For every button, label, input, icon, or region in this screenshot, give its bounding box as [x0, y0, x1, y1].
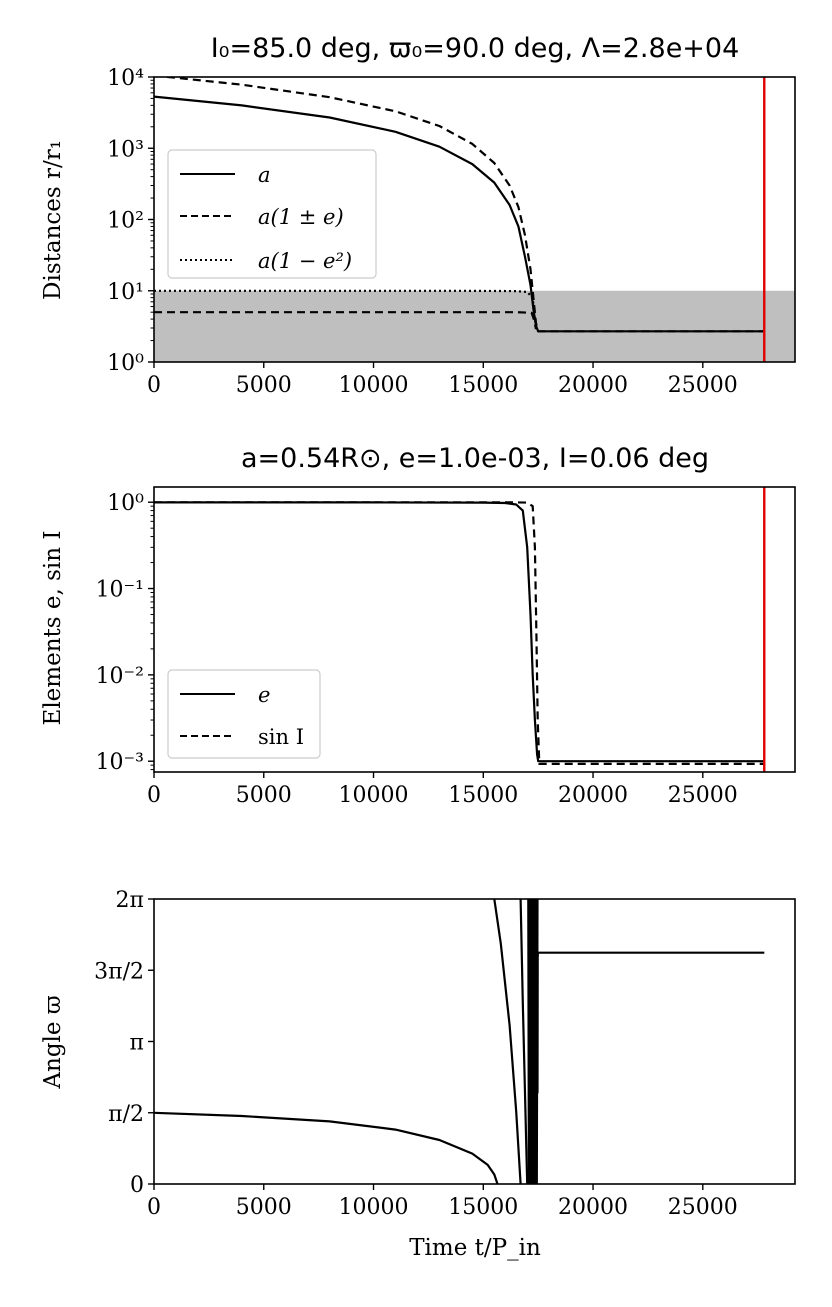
panel-1-ylabel: Distances r/r₁ — [40, 140, 66, 300]
panel-3-plot-area: 0 5000 10000 15000 20000 25000 0 π/2 π 3π/2 2π — [94, 888, 796, 1220]
y-tick-label: 10¹ — [107, 280, 144, 305]
y-tick-label: 10⁻¹ — [96, 578, 144, 603]
y-tick-label: 2π — [116, 888, 144, 913]
x-tick-label: 20000 — [558, 1195, 628, 1220]
series-group — [154, 77, 765, 333]
y-tick-label: 10³ — [107, 137, 144, 162]
panel-elements: a=0.54R⊙, e=1.0e-03, I=0.06 deg Elements… — [40, 443, 796, 808]
panel-distances: I₀=85.0 deg, ϖ₀=90.0 deg, Λ=2.8e+04 Dist… — [40, 33, 796, 398]
x-tick-label: 10000 — [339, 783, 409, 808]
x-tick-label: 20000 — [558, 783, 628, 808]
series-line-trace-1 — [493, 899, 522, 1184]
x-tick-label: 10000 — [339, 373, 409, 398]
y-tick-label: 10⁻³ — [96, 750, 144, 775]
legend-box — [167, 149, 377, 279]
x-tick-label: 0 — [147, 373, 161, 398]
panel-angle: Angle ϖ 0 5000 10000 15000 20000 25000 0 π/2 π 3π… — [40, 888, 796, 1261]
panel-1-legend: a a(1 ± e) a(1 − e²) — [167, 149, 377, 279]
axes-frame — [153, 898, 796, 1185]
legend-label-sin-i: sin I — [258, 725, 304, 749]
x-tick-label: 25000 — [668, 1195, 738, 1220]
panel-1-title: I₀=85.0 deg, ϖ₀=90.0 deg, Λ=2.8e+04 — [211, 33, 740, 64]
series-line-trace-3 — [527, 899, 539, 1184]
legend-label-a: a — [258, 163, 271, 187]
x-tick-label: 15000 — [448, 1195, 518, 1220]
x-tick-label: 15000 — [448, 783, 518, 808]
panel-2-legend: e sin I — [167, 669, 321, 759]
y-tick-label: 10⁰ — [107, 351, 144, 376]
panel-2-title: a=0.54R⊙, e=1.0e-03, I=0.06 deg — [241, 443, 709, 474]
y-tick-label: π/2 — [108, 1102, 144, 1127]
series-line-a-1-e- — [154, 289, 536, 320]
panel-2-plot-area: 0 5000 10000 15000 20000 25000 10⁻³ 10⁻² 10⁻¹ 10⁰ — [96, 486, 796, 808]
x-tick-label: 5000 — [236, 783, 292, 808]
panel-1-plot-area: 0 5000 10000 15000 20000 25000 10⁰ 10¹ 10² 10³ 10⁴ — [107, 66, 796, 398]
x-tick-label: 20000 — [558, 373, 628, 398]
series-line-trace-2 — [154, 311, 538, 330]
series-group — [154, 501, 765, 766]
y-tick-label: 10⁴ — [107, 66, 144, 91]
legend-label-e: e — [258, 683, 270, 707]
y-tick-label: 10² — [107, 209, 144, 234]
panel-3-xlabel: Time t/P_in — [409, 1235, 541, 1261]
legend-label-a-1-e2: a(1 − e²) — [258, 249, 352, 273]
x-tick-label: 10000 — [339, 1195, 409, 1220]
y-tick-label: 0 — [130, 1173, 144, 1198]
legend-label-a-1-pm-e: a(1 ± e) — [258, 205, 344, 229]
x-tick-label: 0 — [147, 1195, 161, 1220]
x-tick-label: 5000 — [236, 1195, 292, 1220]
axes-frame — [153, 486, 796, 773]
x-tick-label: 25000 — [668, 373, 738, 398]
x-tick-label: 5000 — [236, 373, 292, 398]
y-tick-label: 10⁻² — [96, 664, 144, 689]
series-group — [154, 899, 765, 1184]
x-tick-label: 25000 — [668, 783, 738, 808]
y-tick-label: 3π/2 — [94, 959, 144, 984]
shaded-band — [154, 290, 795, 362]
series-line-trace-2 — [519, 899, 529, 1184]
y-tick-label: 10⁰ — [107, 491, 144, 516]
series-line-trace-0 — [154, 1111, 499, 1184]
series-line-trace-4 — [536, 951, 765, 1094]
series-line-a-1-e- — [157, 77, 765, 333]
y-tick-label: π — [130, 1031, 144, 1056]
x-tick-label: 0 — [147, 783, 161, 808]
x-tick-label: 15000 — [448, 373, 518, 398]
panel-2-ylabel: Elements e, sin I — [40, 531, 66, 726]
panel-3-ylabel: Angle ϖ — [40, 995, 66, 1089]
